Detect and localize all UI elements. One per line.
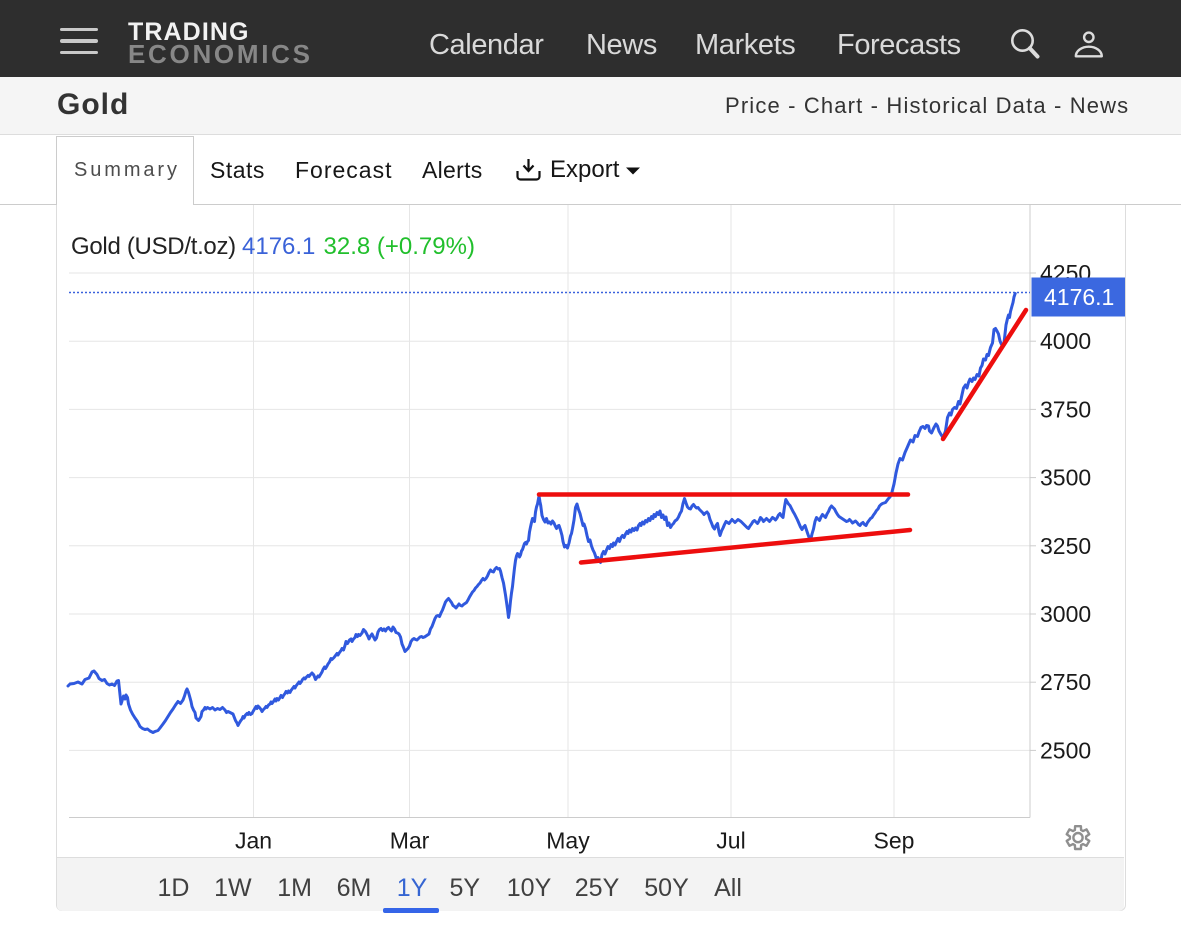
svg-text:Sep: Sep xyxy=(874,828,915,854)
svg-text:2750: 2750 xyxy=(1040,669,1091,695)
svg-text:4176.1: 4176.1 xyxy=(1044,284,1114,310)
svg-text:32.8 (+0.79%): 32.8 (+0.79%) xyxy=(324,233,475,260)
svg-text:3500: 3500 xyxy=(1040,465,1091,491)
svg-text:2500: 2500 xyxy=(1040,737,1091,763)
svg-text:3000: 3000 xyxy=(1040,601,1091,627)
svg-text:Jul: Jul xyxy=(716,828,745,854)
svg-text:Mar: Mar xyxy=(390,828,430,854)
svg-text:Jan: Jan xyxy=(235,828,272,854)
svg-text:May: May xyxy=(546,828,590,854)
svg-text:4176.1: 4176.1 xyxy=(242,233,315,260)
svg-text:3750: 3750 xyxy=(1040,396,1091,422)
svg-text:4000: 4000 xyxy=(1040,328,1091,354)
svg-text:3250: 3250 xyxy=(1040,533,1091,559)
svg-text:Gold (USD/t.oz): Gold (USD/t.oz) xyxy=(71,233,236,260)
